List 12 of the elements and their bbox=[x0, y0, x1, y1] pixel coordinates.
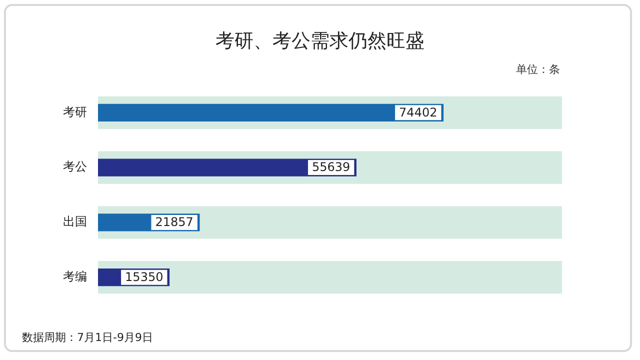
y-tick-label: 考公 bbox=[63, 160, 87, 174]
y-tick-label: 考研 bbox=[63, 104, 87, 119]
bar bbox=[98, 261, 562, 294]
data-label: 21857 bbox=[155, 215, 194, 230]
y-tick-label: 出国 bbox=[63, 214, 87, 229]
text: 数据周期：7月1日-9月9日 bbox=[22, 330, 153, 345]
data-label: 74402 bbox=[399, 105, 438, 120]
chart-title: 考研、考公需求仍然旺盛 bbox=[214, 29, 426, 54]
data-label: 15350 bbox=[125, 270, 164, 284]
y-tick-label: 考编 bbox=[63, 269, 87, 284]
data-label: 55639 bbox=[312, 160, 350, 174]
text: 单位：条 bbox=[516, 62, 560, 77]
